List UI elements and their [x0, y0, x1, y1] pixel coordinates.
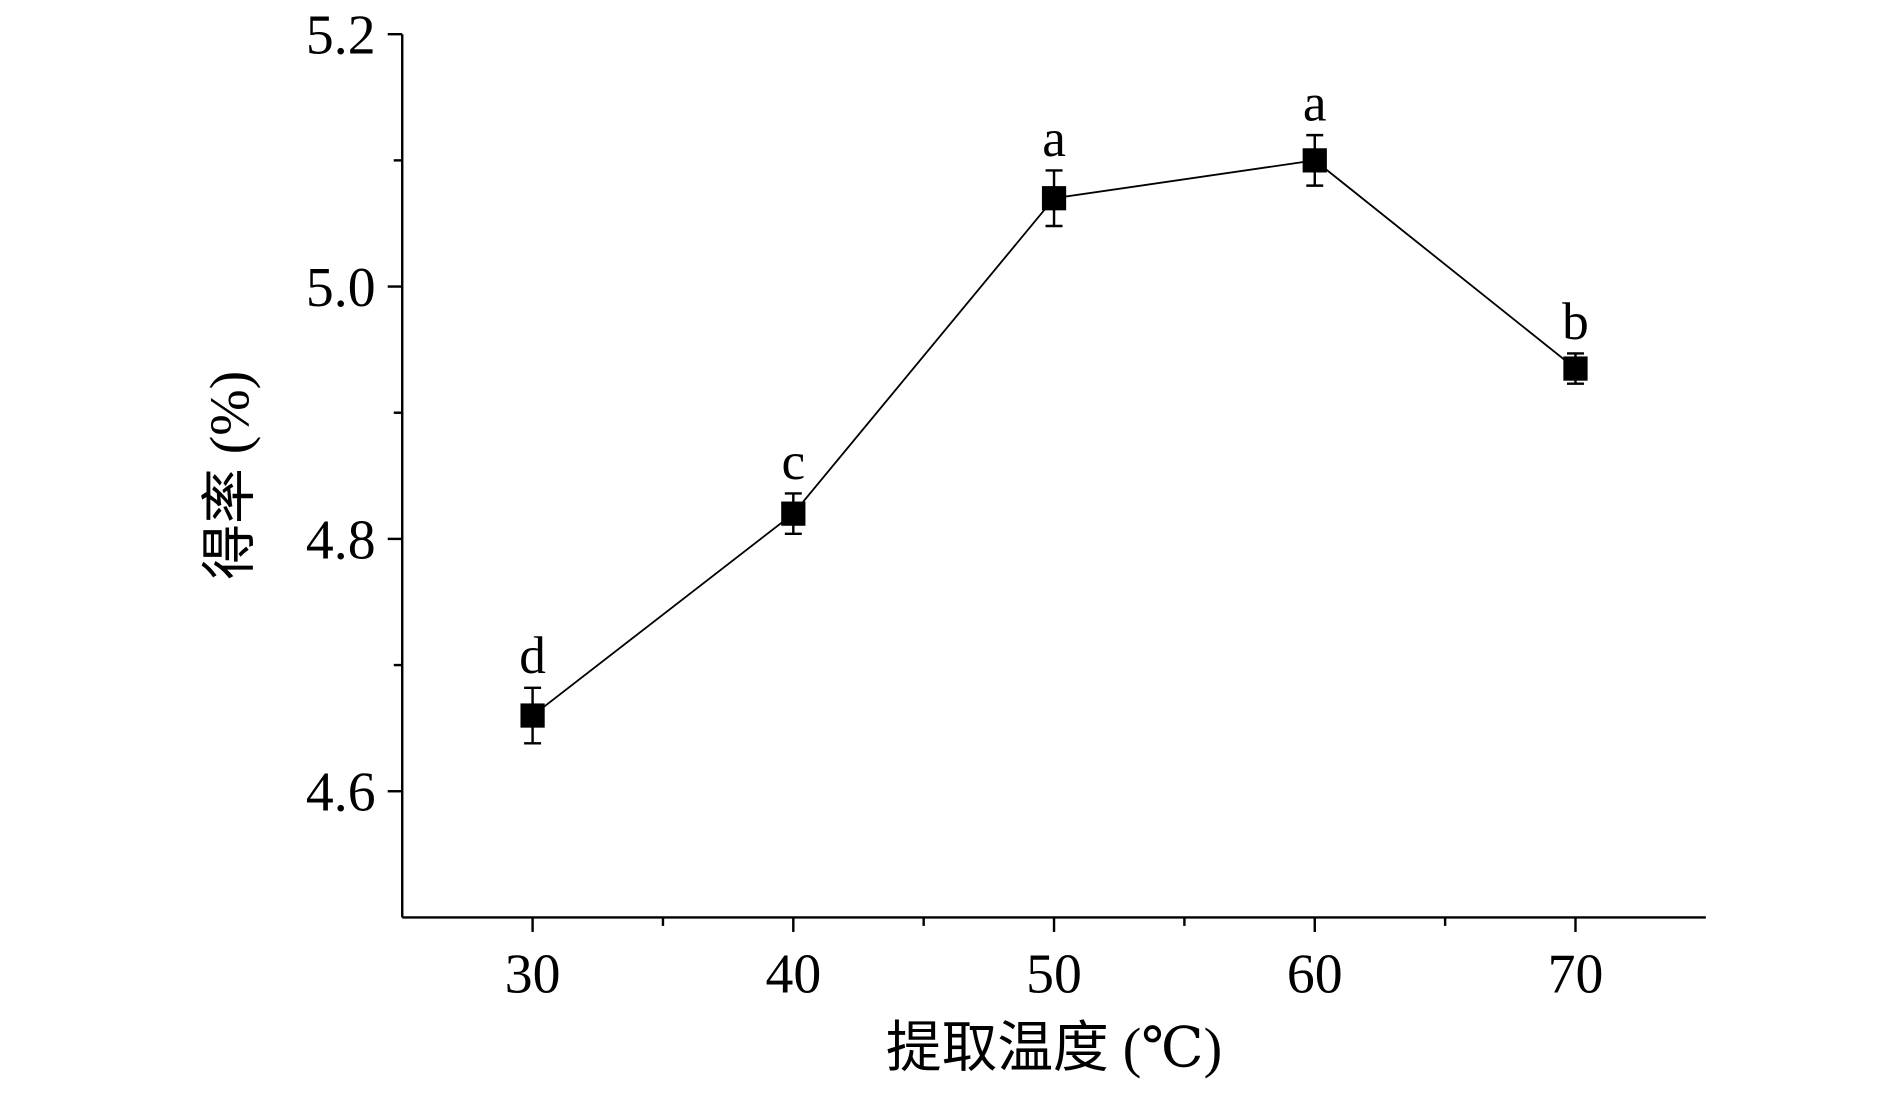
marker [781, 501, 806, 526]
y-tick-label: 5.2 [306, 5, 376, 67]
x-tick-label: 30 [505, 944, 561, 1006]
y-axis-label: 得率 (%) [199, 371, 261, 580]
x-axis-label: 提取温度 (℃) [886, 1017, 1222, 1079]
point-label: a [1303, 74, 1327, 133]
series-line [532, 159, 1577, 717]
point-label: b [1562, 292, 1589, 351]
point-label: c [781, 432, 805, 491]
point-label: a [1042, 109, 1066, 168]
y-tick-label: 4.6 [306, 762, 376, 824]
x-tick-label: 40 [765, 944, 821, 1006]
y-tick-label: 5.0 [306, 257, 376, 319]
marker [1302, 148, 1327, 173]
x-tick-label: 70 [1548, 944, 1604, 1006]
x-tick-label: 50 [1026, 944, 1082, 1006]
point-label: d [519, 626, 546, 685]
marker [1563, 356, 1588, 381]
marker [1041, 186, 1067, 211]
x-tick-label: 60 [1287, 944, 1343, 1006]
marker [520, 703, 545, 728]
y-tick-label: 4.8 [306, 509, 376, 571]
